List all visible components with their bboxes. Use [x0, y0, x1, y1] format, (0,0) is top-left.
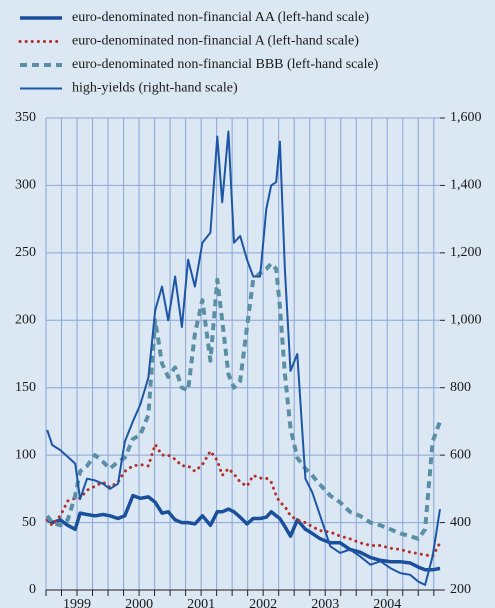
legend-label: high-yields (right-hand scale) [72, 81, 238, 96]
legend-label: euro-denominated non-financial AA (left-… [72, 10, 369, 25]
series-line [45, 261, 442, 541]
y2-tick-label: 1,000 [450, 313, 482, 328]
y-tick-label: 250 [15, 245, 36, 260]
y-tick-label: 100 [15, 447, 36, 462]
y-tick-label: 150 [15, 380, 36, 395]
y2-tick-label: 1,600 [450, 110, 482, 125]
y2-tick-label: 600 [450, 447, 471, 462]
series-line [46, 130, 441, 586]
y2-tick-label: 1,400 [450, 178, 482, 193]
legend-label: euro-denominated non-financial A (left-h… [72, 34, 359, 49]
y2-tick-label: 400 [450, 515, 471, 530]
y2-tick-label: 1,200 [450, 245, 482, 260]
y-tick-label: 300 [15, 178, 36, 193]
x-tick-label: 2001 [187, 597, 215, 608]
y-tick-label: 200 [15, 313, 36, 328]
y-tick-label: 50 [22, 515, 36, 530]
y-tick-label: 0 [29, 582, 36, 597]
series-line [46, 493, 441, 572]
legend-label: euro-denominated non-financial BBB (left… [72, 57, 379, 72]
y2-tick-label: 800 [450, 380, 471, 395]
x-tick-label: 2002 [249, 597, 277, 608]
series-line [45, 442, 442, 558]
x-tick-label: 2000 [125, 597, 153, 608]
x-tick-label: 1999 [63, 597, 91, 608]
x-tick-label: 2004 [373, 597, 401, 608]
y-tick-label: 350 [15, 110, 36, 125]
x-tick-label: 2003 [311, 597, 339, 608]
y2-tick-label: 200 [450, 582, 471, 597]
